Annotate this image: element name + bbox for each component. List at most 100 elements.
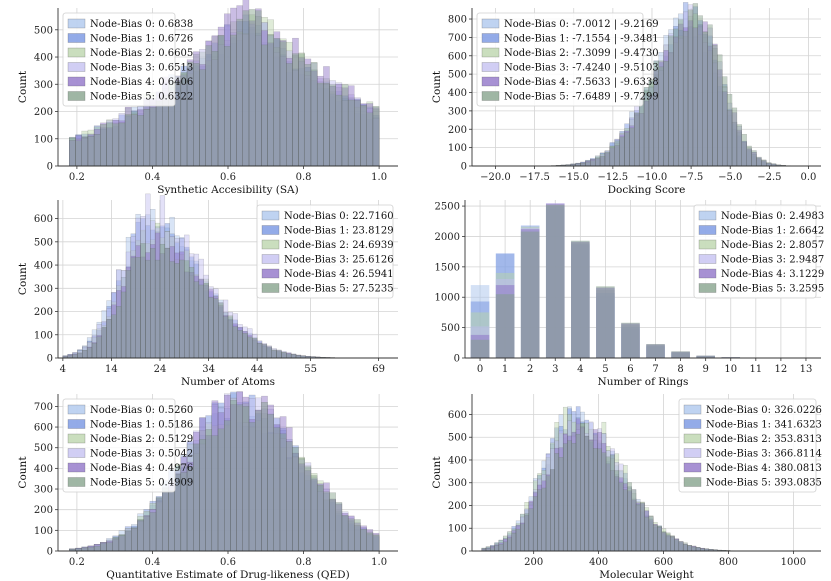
bar-node-bias-5 (106, 122, 113, 167)
legend-swatch (67, 76, 86, 87)
bar-node-bias-5 (605, 456, 611, 552)
bar-node-bias-5 (329, 492, 336, 552)
bar-node-bias-5 (532, 496, 538, 552)
y-tick-label: 200 (34, 505, 53, 516)
bar-node-bias-5 (652, 524, 658, 552)
bar-node-bias-5 (279, 41, 287, 167)
bar-node-bias-5 (112, 537, 120, 552)
x-tick-label: 5 (602, 364, 608, 375)
legend: Node-Bias 0: 0.5260 Node-Bias 1: 0.5186 No… (62, 398, 193, 493)
bar-node-bias-5 (766, 162, 772, 167)
bar-node-bias-5 (692, 3, 698, 167)
chart-panel-2: 0 100 200 300 400 500 600 4 14 24 34 44 55 69 Number o… (17, 193, 398, 388)
legend-swatch (698, 225, 717, 235)
bar-node-bias-5 (366, 112, 374, 167)
bar-node-bias-5 (507, 537, 512, 552)
x-tick-label: 7 (652, 364, 658, 375)
y-axis-label: Count (431, 70, 443, 103)
legend: Node-Bias 0: 0.6838 Node-Bias 1: 0.6726 No… (62, 12, 193, 107)
legend-label: Node-Bias 3: 0.6513 (90, 63, 193, 74)
bars (481, 406, 740, 552)
bars (69, 0, 380, 167)
bar-node-bias-5 (670, 536, 675, 552)
y-axis-label: Count (431, 456, 443, 489)
x-axis-label: Number of Rings (598, 376, 689, 388)
legend-label: Node-Bias 3: 2.9487 (721, 255, 824, 266)
legend-swatch (67, 433, 86, 444)
bar-node-bias-5 (648, 516, 654, 552)
bar-node-bias-5 (515, 528, 521, 552)
legend-label: Node-Bias 5: 27.5235 (284, 284, 394, 295)
bars (69, 391, 380, 552)
x-tick-label: 0.8 (296, 557, 312, 568)
legend-swatch (67, 477, 86, 487)
x-axis-label: Molecular Weight (599, 569, 694, 581)
bar-node-bias-5 (498, 543, 504, 552)
x-tick-label: 800 (719, 557, 738, 568)
x-tick-label: 34 (202, 364, 215, 375)
legend-swatch (67, 448, 86, 458)
bars (470, 203, 816, 358)
bar-node-bias-5 (227, 315, 234, 359)
bar-node-bias-5 (580, 422, 585, 552)
y-tick-label: 400 (34, 464, 53, 475)
bar-node-bias-5 (75, 140, 82, 167)
bar-node-bias-5 (184, 260, 190, 359)
legend-swatch (261, 239, 280, 250)
bar-node-bias-5 (130, 257, 136, 359)
x-tick-label: 1.0 (371, 557, 387, 568)
legend-label: Node-Bias 1: 341.6323 (706, 420, 822, 431)
bar-node-bias-5 (595, 158, 601, 167)
bar-node-bias-5 (286, 63, 293, 167)
x-axis-label: Docking Score (608, 184, 686, 196)
bar-node-bias-5 (131, 527, 138, 552)
bar-node-bias-5 (634, 112, 640, 167)
bar-node-bias-5 (678, 19, 684, 167)
bar-node-bias-5 (618, 482, 624, 552)
bar-node-bias-5 (96, 336, 102, 359)
y-tick-label: 700 (34, 402, 53, 413)
bar-node-bias-5 (304, 64, 312, 167)
bar-node-bias-5 (661, 531, 667, 552)
legend-swatch (261, 225, 280, 235)
bar-node-bias-5 (222, 316, 229, 359)
bar-node-bias-5 (640, 502, 645, 552)
x-tick-label: −20.0 (480, 172, 511, 183)
bar-node-bias-5 (627, 482, 632, 552)
legend-label: Node-Bias 4: 380.0813 (706, 463, 822, 474)
bar-node-bias-5 (169, 261, 175, 359)
legend-swatch (683, 448, 702, 458)
bar-node-bias-5 (193, 443, 200, 552)
bar-node-bias-5 (203, 282, 209, 359)
bar-node-bias-5 (149, 107, 157, 167)
bar-node-bias-5 (687, 545, 692, 552)
legend: Node-Bias 0: 326.0226 Node-Bias 1: 341.63… (678, 398, 822, 493)
bar-node-bias-5 (316, 484, 324, 552)
bar-node-bias-5 (741, 133, 747, 167)
legend-label: Node-Bias 1: 0.5186 (90, 420, 193, 431)
legend-label: Node-Bias 4: 26.5941 (284, 269, 394, 280)
legend-label: Node-Bias 5: -7.6489 | -9.7299 (504, 92, 659, 103)
y-tick-label: 100 (34, 526, 53, 537)
bar-node-bias-5 (537, 489, 542, 552)
y-tick-label: 2000 (435, 232, 460, 243)
legend-swatch (683, 477, 702, 487)
bar-node-bias-5 (588, 440, 594, 552)
bar-node-bias-5 (722, 76, 728, 167)
x-tick-label: 1 (502, 364, 508, 375)
x-tick-label: 44 (251, 364, 264, 375)
legend-swatch (481, 91, 500, 101)
bar-node-bias-5 (354, 100, 361, 167)
legend-swatch (261, 210, 280, 221)
x-tick-label: 3 (552, 364, 558, 375)
bar-node-bias-5 (140, 243, 146, 359)
x-tick-label: 600 (654, 557, 673, 568)
x-tick-label: 0.0 (801, 172, 817, 183)
legend-swatch (481, 62, 500, 72)
legend-label: Node-Bias 3: -7.4240 | -9.5103 (504, 63, 659, 74)
legend-swatch (481, 47, 500, 58)
bar-node-bias-5 (199, 439, 206, 552)
bar-node-bias-5 (354, 519, 361, 552)
bar-node-bias-5 (242, 406, 250, 552)
bar-node-bias-5 (494, 545, 500, 552)
